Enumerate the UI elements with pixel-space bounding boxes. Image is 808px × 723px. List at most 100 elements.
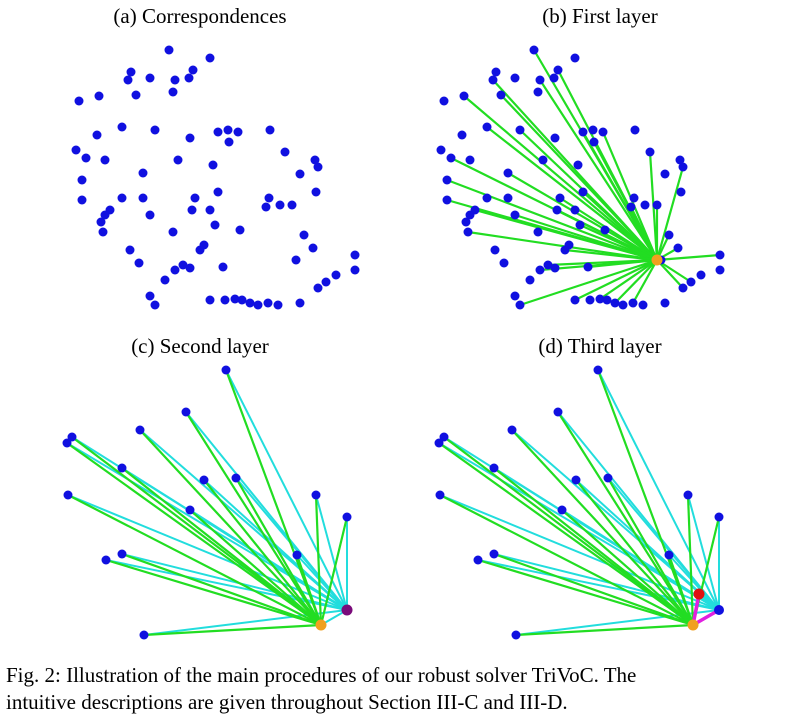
panel-b-point [578,187,588,197]
panel-d-point [434,438,444,448]
panel-a-point [223,125,233,135]
panel-a-point [205,205,215,215]
panel-a-point [205,295,215,305]
panel-c-second-edge [66,442,348,611]
panel-b-point [573,160,583,170]
panel-d-title: (d) Third layer [538,334,662,358]
panel-a-point [170,265,180,275]
panel-d-point [507,425,517,435]
panel-a-point [311,187,321,197]
panel-b-edge [474,208,658,262]
panel-b-point [457,130,467,140]
panel-d-first-edge [557,411,694,626]
panel-b-point [660,298,670,308]
panel-c-first-edge [121,467,322,626]
panel-b-point [482,193,492,203]
panel-d-anchor-second [714,605,724,615]
panel-b-point [555,193,565,203]
panel-a-point [295,298,305,308]
panel-a-point [81,153,91,163]
panel-d-second-edge [511,429,720,611]
panel-a-point [273,300,283,310]
panel-a-point [253,300,263,310]
panel-b-point [588,125,598,135]
panel-a-point [145,73,155,83]
panel-b-point [538,155,548,165]
panel-b-point [598,127,608,137]
panel-c-second-edge [315,494,348,611]
panel-a-point [350,250,360,260]
panel-d-point [489,549,499,559]
panel-b-edge [599,259,658,300]
panel-d-second-edge [493,553,720,611]
panel-c-point [139,630,149,640]
figure-canvas [62,45,725,640]
panel-b-point [446,153,456,163]
panel-a-point [218,262,228,272]
panel-b-point [515,300,525,310]
panel-a-point [235,225,245,235]
panel-a-point [321,277,331,287]
panel-a-point [188,65,198,75]
panel-a-point [308,243,318,253]
panel-b-edge [574,259,658,301]
panel-c-first-edge [203,479,322,626]
panel-d-anchor-main [687,619,699,631]
panel-b-edge [579,223,658,262]
panel-a-point [265,125,275,135]
panel-c-point [292,550,302,560]
panel-d-point [553,407,563,417]
panel-a-point [94,91,104,101]
panel-b-point [465,155,475,165]
panel-b-point [652,200,662,210]
panel-a-point [126,67,136,77]
panel-a-point [224,137,234,147]
panel-d-first-edge [686,494,695,626]
panel-b-point [715,250,725,260]
panel-a-point [261,202,271,212]
panel-d-first-edge [515,623,694,637]
panel-a-point [184,73,194,83]
panel-c-first-edge [67,494,322,626]
panel-b-anchor [651,254,663,266]
panel-b-point [533,227,543,237]
panel-a-point [92,130,102,140]
panel-b-point [578,127,588,137]
panel-a-point [150,300,160,310]
panel-b-point [664,230,674,240]
panel-b-point [638,300,648,310]
panel-a-point [264,193,274,203]
panel-b-point [510,291,520,301]
panel-b-point [465,210,475,220]
panel-d-second-edge [668,554,720,611]
panel-b-edge [514,213,658,262]
panel-b-point [696,270,706,280]
panel-d-point [439,432,449,442]
panel-d-second-edge [439,494,720,611]
panel-b-point [503,193,513,203]
panel-c-point [231,473,241,483]
panel-a-point [245,298,255,308]
panel-b-point [640,200,650,210]
panel-c-anchor-second [341,604,353,616]
panel-a-point [145,291,155,301]
panel-a-point [213,187,223,197]
panel-a-point [205,53,215,63]
panel-c-second-edge [296,554,348,611]
panel-a-point [199,240,209,250]
panel-b-point [570,53,580,63]
panel-d-anchor-third [693,588,705,600]
panel-a-point [125,245,135,255]
panel-a-point [331,270,341,280]
panel-b-point [529,45,539,55]
panel-b-point [550,263,560,273]
panel-a-point [185,263,195,273]
panel-b-edge [539,79,658,261]
panel-a-point [220,295,230,305]
panel-b-point [549,73,559,83]
panel-d-second-edge [687,494,720,611]
caption-line-1: Fig. 2: Illustration of the main procedu… [6,663,637,687]
panel-a-point [164,45,174,55]
panel-b-point [595,294,605,304]
panel-b-edge [463,95,658,261]
